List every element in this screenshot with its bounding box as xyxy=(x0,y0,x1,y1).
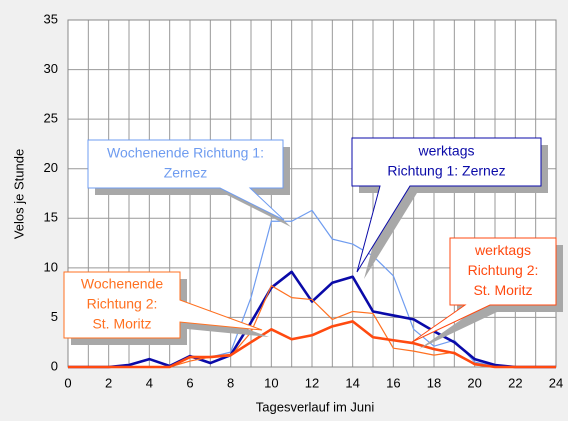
y-tick-label: 25 xyxy=(44,111,58,126)
plot-border xyxy=(67,19,557,368)
y-tick-label: 5 xyxy=(51,309,58,324)
y-tick-label: 30 xyxy=(44,61,58,76)
x-tick-label: 8 xyxy=(227,375,234,390)
callout-box xyxy=(63,271,263,339)
y-tick-label: 20 xyxy=(44,160,58,175)
y-tick-label: 0 xyxy=(51,358,58,373)
x-tick-label: 16 xyxy=(386,375,400,390)
line-series xyxy=(68,270,556,369)
x-tick-label: 10 xyxy=(264,375,278,390)
callout-text: werktags xyxy=(474,242,531,258)
x-tick-label: 4 xyxy=(146,375,153,390)
y-tick-label: 10 xyxy=(44,259,58,274)
callout-text: Wochenende Richtung 1: xyxy=(107,145,264,161)
callout-text: Richtung 2: xyxy=(87,296,158,312)
callout-text: Zernez xyxy=(164,165,208,181)
callout-box xyxy=(411,237,557,343)
callout-text: St. Moritz xyxy=(92,316,151,332)
callout-box xyxy=(87,139,285,221)
callout-box xyxy=(351,137,542,273)
callout-text: St. Moritz xyxy=(473,282,532,298)
x-axis-label: Tagesverlauf im Juni xyxy=(256,399,375,414)
callout-text: Richtung 2: xyxy=(468,262,539,278)
x-tick-label: 22 xyxy=(508,375,522,390)
callout-text: werktags xyxy=(417,143,474,159)
x-tick-label: 6 xyxy=(186,375,193,390)
y-axis-label: Velos je Stunde xyxy=(11,149,26,239)
line-series xyxy=(68,320,556,369)
y-tick-label: 15 xyxy=(44,210,58,225)
x-tick-label: 2 xyxy=(105,375,112,390)
x-tick-label: 24 xyxy=(549,375,563,390)
x-tick-label: 0 xyxy=(64,375,71,390)
x-tick-label: 12 xyxy=(305,375,319,390)
callout-text: Wochenende xyxy=(81,276,163,292)
callout-text: Richtung 1: Zernez xyxy=(387,163,505,179)
x-tick-label: 14 xyxy=(345,375,359,390)
y-tick-label: 35 xyxy=(44,11,58,26)
x-tick-label: 20 xyxy=(467,375,481,390)
x-tick-label: 18 xyxy=(427,375,441,390)
